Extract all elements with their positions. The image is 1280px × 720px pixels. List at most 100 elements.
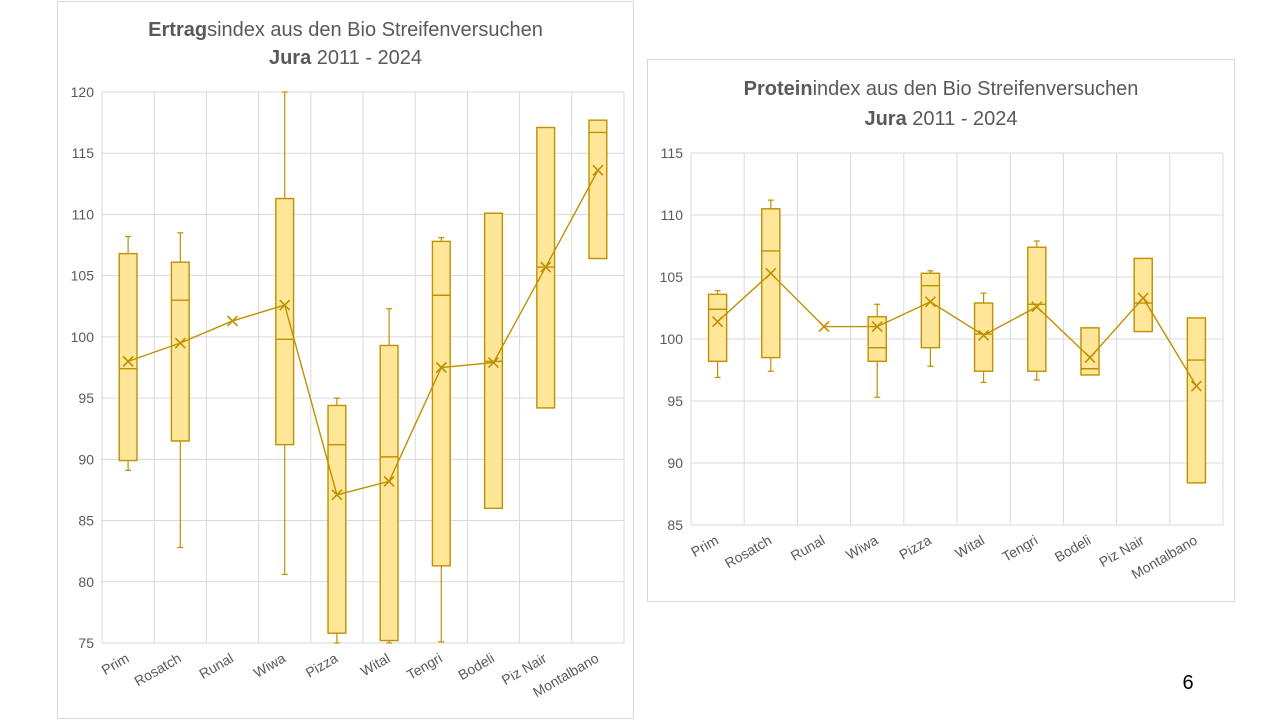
yield-y-tick-label: 120 xyxy=(71,84,95,100)
protein-mean-marker-stroke xyxy=(1190,380,1202,392)
protein-box xyxy=(1080,327,1100,376)
yield-mean-marker xyxy=(122,355,134,367)
protein-y-tick-label: 105 xyxy=(660,269,684,285)
yield-mean-marker xyxy=(174,337,186,349)
yield-mean-marker xyxy=(540,261,552,273)
yield-mean-marker xyxy=(226,315,239,327)
yield-mean-marker-stroke xyxy=(331,489,343,501)
yield-mean-marker-stroke xyxy=(174,337,186,349)
protein-chart-title: Proteinindex aus den Bio Streifenversuch… xyxy=(743,78,1139,100)
yield-y-tick-label: 95 xyxy=(78,390,94,406)
protein-box xyxy=(1133,257,1153,333)
protein-box xyxy=(973,302,994,372)
yield-y-tick-label: 90 xyxy=(78,451,94,467)
protein-mean-marker xyxy=(1084,352,1096,364)
protein-mean-marker xyxy=(818,321,830,333)
yield-mean-marker xyxy=(279,299,291,311)
yield-box xyxy=(118,252,138,462)
yield-category-label: Prim xyxy=(99,650,132,678)
protein-mean-marker-stroke xyxy=(712,316,724,328)
yield-y-tick-label: 100 xyxy=(71,329,95,345)
yield-mean-marker-stroke xyxy=(279,299,291,311)
yield-y-tick-label: 110 xyxy=(72,206,95,222)
protein-category-label: Prim xyxy=(688,532,721,560)
protein-mean-marker xyxy=(924,296,936,308)
protein-category-label: Rosatch xyxy=(722,532,774,572)
yield-mean-line xyxy=(127,170,599,496)
protein-box xyxy=(1027,246,1047,372)
protein-mean-marker xyxy=(978,329,990,341)
yield-chart-title: Ertragsindex aus den Bio Streifenversuch… xyxy=(148,19,543,41)
protein-box xyxy=(1186,317,1207,484)
protein-mean-marker-stroke xyxy=(1031,301,1043,313)
protein-mean-marker xyxy=(765,267,777,279)
protein-chart-subtitle: Jura 2011 - 2024 xyxy=(864,108,1018,130)
yield-mean-marker-stroke xyxy=(487,357,500,369)
protein-y-tick-label: 85 xyxy=(667,517,683,533)
protein-chart-panel: Proteinindex aus den Bio Streifenversuch… xyxy=(647,59,1235,602)
yield-category-label: Rosatch xyxy=(131,650,183,690)
yield-category-label: Bodeli xyxy=(455,650,497,683)
protein-y-tick-label: 115 xyxy=(661,145,684,161)
yield-category-label: Tengri xyxy=(404,650,445,683)
yield-mean-marker-stroke xyxy=(122,355,134,367)
yield-box xyxy=(327,404,347,634)
yield-category-label: Pizza xyxy=(303,650,341,681)
yield-mean-marker-stroke xyxy=(226,315,239,327)
protein-category-label: Pizza xyxy=(896,532,934,563)
protein-box xyxy=(707,293,728,363)
protein-mean-marker-stroke xyxy=(871,321,883,333)
protein-box-plot: 85 90 95 100 105 110 115 Prim Rosatch Runal Wiwa Pi… xyxy=(660,145,1224,582)
protein-mean-marker-stroke xyxy=(1084,352,1096,364)
protein-mean-marker xyxy=(712,316,724,328)
yield-category-label: Runal xyxy=(196,650,236,682)
yield-chart-panel: Ertragsindex aus den Bio Streifenversuch… xyxy=(57,1,634,719)
yield-mean-marker xyxy=(383,475,395,487)
protein-category-label: Tengri xyxy=(999,532,1040,565)
protein-mean-marker-stroke xyxy=(818,321,830,333)
yield-y-tick-label: 80 xyxy=(78,574,94,590)
yield-box xyxy=(275,197,295,446)
protein-y-tick-label: 100 xyxy=(660,331,684,347)
yield-box-plot: 75 80 85 90 95 100 105 110 115 120 Prim Rosatch Runa… xyxy=(71,84,625,700)
yield-y-tick-label: 115 xyxy=(72,145,95,161)
protein-y-tick-label: 90 xyxy=(667,455,683,471)
protein-category-label: Wiwa xyxy=(843,532,881,563)
yield-mean-marker-stroke xyxy=(540,261,552,273)
yield-box xyxy=(170,261,190,442)
protein-mean-marker xyxy=(1190,380,1202,392)
yield-box xyxy=(379,344,399,642)
protein-mean-marker xyxy=(871,321,883,333)
protein-mean-marker-stroke xyxy=(924,296,936,308)
yield-mean-marker-stroke xyxy=(435,361,447,374)
page-number: 6 xyxy=(1182,672,1194,694)
yield-mean-marker xyxy=(592,164,604,176)
yield-category-label: Wital xyxy=(358,650,393,679)
protein-mean-marker xyxy=(1031,301,1043,313)
yield-box xyxy=(588,119,608,260)
yield-mean-marker xyxy=(487,357,500,369)
yield-mean-marker xyxy=(435,361,447,374)
protein-y-tick-label: 95 xyxy=(667,393,683,409)
protein-category-label: Wital xyxy=(952,532,987,561)
yield-chart-subtitle: Jura 2011 - 2024 xyxy=(268,47,423,69)
yield-y-tick-label: 85 xyxy=(78,513,94,529)
protein-category-label: Bodeli xyxy=(1052,532,1094,565)
protein-box xyxy=(761,208,781,359)
yield-mean-marker xyxy=(331,489,343,501)
protein-box xyxy=(867,315,887,363)
protein-mean-marker xyxy=(1137,292,1149,304)
yield-y-tick-label: 105 xyxy=(71,268,95,284)
protein-box xyxy=(920,272,941,349)
yield-box xyxy=(431,240,451,567)
yield-y-tick-label: 75 xyxy=(78,635,94,651)
yield-category-label: Wiwa xyxy=(251,650,289,681)
yield-mean-marker-stroke xyxy=(383,475,395,487)
yield-mean-marker-stroke xyxy=(592,164,604,176)
protein-y-tick-label: 110 xyxy=(661,207,684,223)
protein-mean-line xyxy=(717,272,1197,387)
protein-mean-marker-stroke xyxy=(765,267,777,279)
protein-mean-marker-stroke xyxy=(978,329,990,341)
protein-mean-marker-stroke xyxy=(1137,292,1149,304)
protein-category-label: Runal xyxy=(788,532,828,564)
